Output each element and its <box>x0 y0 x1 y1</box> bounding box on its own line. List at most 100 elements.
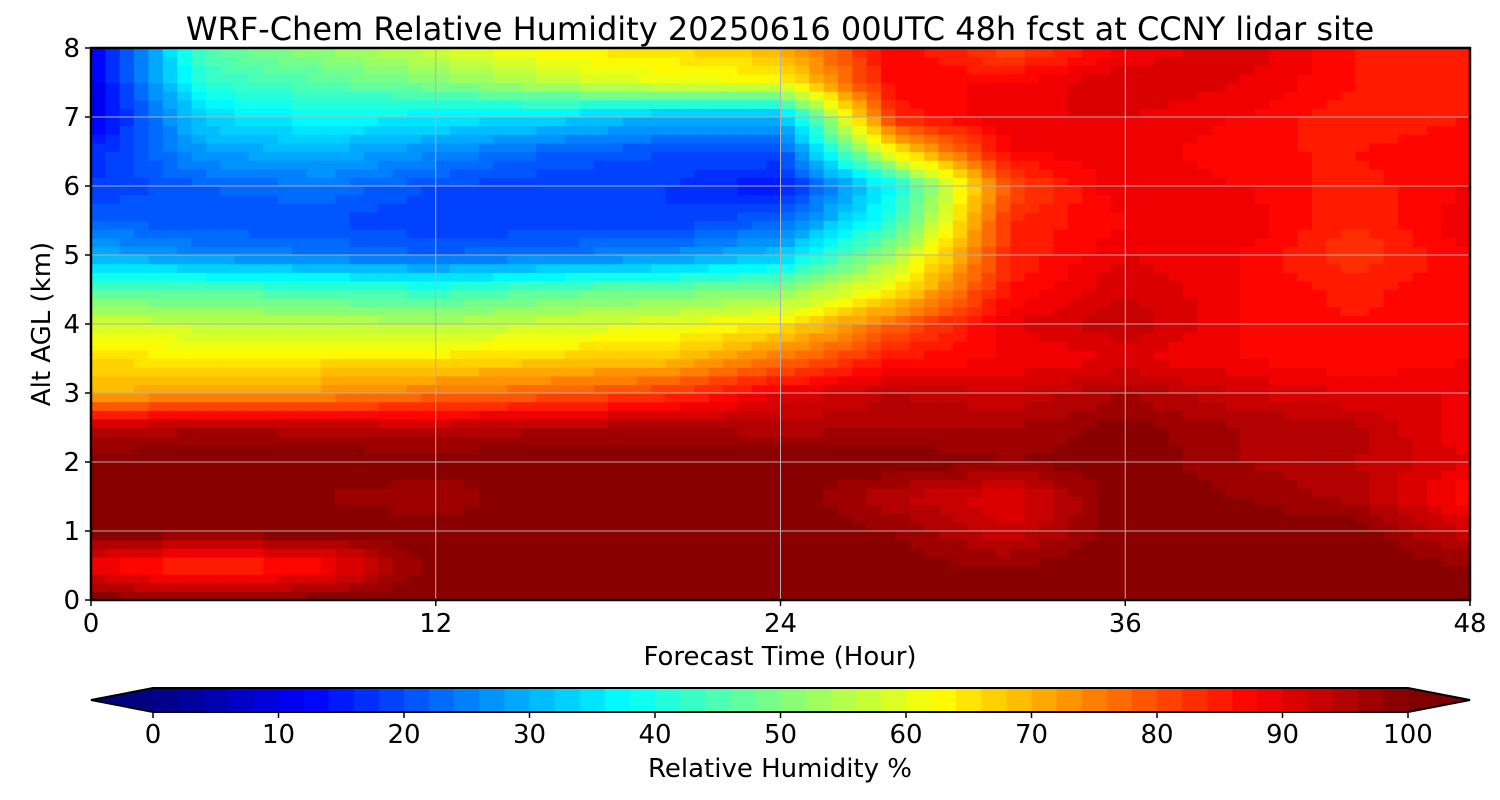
heatmap-cell <box>1340 160 1356 170</box>
heatmap-cell <box>665 263 681 273</box>
heatmap-cell <box>1283 539 1299 549</box>
heatmap-cell <box>809 324 825 334</box>
heatmap-cell <box>751 496 767 506</box>
heatmap-cell <box>134 384 150 394</box>
heatmap-cell <box>1369 177 1385 187</box>
heatmap-cell <box>493 349 509 360</box>
heatmap-cell <box>363 470 379 480</box>
heatmap-cell <box>450 315 466 325</box>
heatmap-cell <box>1297 246 1313 256</box>
heatmap-cell <box>550 582 566 592</box>
heatmap-cell <box>335 505 351 515</box>
heatmap-cell <box>105 375 121 385</box>
heatmap-cell <box>1211 237 1227 247</box>
heatmap-cell <box>723 160 738 170</box>
heatmap-cell <box>134 168 150 178</box>
heatmap-cell <box>852 427 868 437</box>
heatmap-cell <box>1426 427 1442 437</box>
heatmap-cell <box>708 531 724 541</box>
heatmap-cell <box>234 358 250 368</box>
heatmap-cell <box>335 367 351 377</box>
heatmap-cell <box>1254 513 1270 523</box>
heatmap-cell <box>1398 393 1414 403</box>
heatmap-cell <box>636 582 652 592</box>
heatmap-cell <box>407 393 422 403</box>
heatmap-cell <box>1039 384 1055 394</box>
heatmap-cell <box>1139 211 1155 222</box>
heatmap-cell <box>665 177 681 187</box>
heatmap-cell <box>636 194 652 204</box>
heatmap-cell <box>837 237 853 247</box>
heatmap-cell <box>263 280 279 291</box>
heatmap-cell <box>1268 470 1284 480</box>
heatmap-cell <box>1412 367 1428 377</box>
heatmap-cell <box>191 168 207 178</box>
heatmap-cell <box>1039 315 1055 325</box>
heatmap-cell <box>1426 324 1442 334</box>
heatmap-cell <box>162 246 178 256</box>
heatmap-cell <box>723 513 738 523</box>
heatmap-cell <box>608 401 624 411</box>
heatmap-cell <box>809 341 825 351</box>
heatmap-cell <box>608 358 624 368</box>
heatmap-cell <box>952 427 968 437</box>
heatmap-cell <box>363 315 379 325</box>
heatmap-cell <box>349 574 365 584</box>
heatmap-cell <box>881 186 897 196</box>
heatmap-cell <box>1039 436 1055 446</box>
heatmap-cell <box>1254 367 1270 377</box>
heatmap-cell <box>1153 168 1169 178</box>
heatmap-cell <box>1240 375 1256 385</box>
heatmap-cell <box>723 410 738 420</box>
heatmap-cell <box>837 436 853 446</box>
heatmap-cell <box>1197 539 1213 549</box>
heatmap-cell <box>708 220 724 230</box>
heatmap-cell <box>91 556 106 567</box>
heatmap-cell <box>1082 393 1098 403</box>
heatmap-cell <box>952 203 968 213</box>
heatmap-cell <box>435 298 451 308</box>
heatmap-cell <box>1268 384 1284 394</box>
heatmap-cell <box>1311 470 1327 480</box>
heatmap-cell <box>91 186 106 196</box>
heatmap-cell <box>349 358 365 368</box>
heatmap-cell <box>1139 289 1155 299</box>
heatmap-cell <box>1139 315 1155 325</box>
heatmap-cell <box>349 418 365 429</box>
heatmap-cell <box>521 487 537 498</box>
heatmap-cell <box>249 280 264 291</box>
heatmap-cell <box>593 470 609 480</box>
heatmap-cell <box>292 211 308 222</box>
heatmap-cell <box>780 531 796 541</box>
heatmap-cell <box>277 203 293 213</box>
heatmap-cell <box>1268 393 1284 403</box>
heatmap-cell <box>809 255 825 265</box>
heatmap-cell <box>220 168 236 178</box>
heatmap-cell <box>938 427 954 437</box>
heatmap-cell <box>823 186 839 196</box>
heatmap-cell <box>938 513 954 523</box>
heatmap-cell <box>852 151 868 161</box>
heatmap-cell <box>493 151 509 161</box>
heatmap-cell <box>1225 436 1241 446</box>
heatmap-cell <box>292 462 308 472</box>
heatmap-cell <box>1197 505 1213 515</box>
heatmap-cell <box>895 513 911 523</box>
heatmap-cell <box>1153 220 1169 230</box>
heatmap-cell <box>407 349 422 360</box>
heatmap-cell <box>249 487 264 498</box>
heatmap-cell <box>823 531 839 541</box>
heatmap-cell <box>536 280 552 291</box>
heatmap-cell <box>1067 289 1083 299</box>
heatmap-cell <box>435 401 451 411</box>
heatmap-cell <box>1082 539 1098 549</box>
heatmap-cell <box>320 556 336 567</box>
heatmap-cell <box>478 556 494 567</box>
heatmap-cell <box>450 324 466 334</box>
heatmap-cell <box>1082 401 1098 411</box>
heatmap-cell <box>895 168 911 178</box>
heatmap-cell <box>881 556 897 567</box>
heatmap-cell <box>579 349 595 360</box>
heatmap-cell <box>909 203 925 213</box>
heatmap-cell <box>1168 306 1184 316</box>
